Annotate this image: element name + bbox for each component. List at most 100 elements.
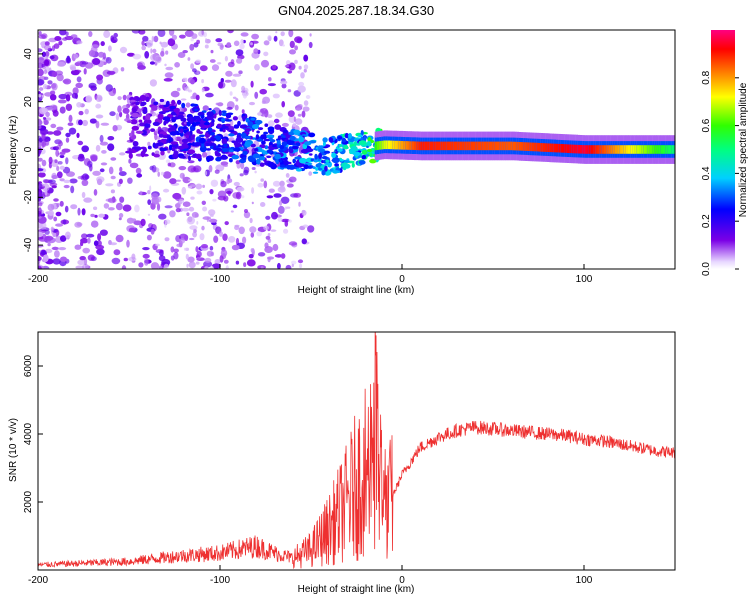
spectrogram-noise-mark <box>248 254 254 259</box>
spectrogram-noise-mark <box>244 209 248 213</box>
spectrogram-ridge-band-mark <box>479 141 482 151</box>
spectrogram-ridge-mark <box>141 129 148 136</box>
spectrogram-noise-mark <box>176 243 183 248</box>
spectrogram-noise-mark <box>168 30 175 36</box>
spectrogram-ridge-band-mark <box>610 145 613 154</box>
spectrogram-noise-mark <box>243 211 251 219</box>
spectrogram-noise-mark <box>95 144 101 152</box>
spectrogram-noise-mark <box>141 45 146 51</box>
spectrogram-noise-mark <box>56 126 64 131</box>
spectrogram-noise-mark <box>147 190 151 195</box>
spectrogram-noise-mark <box>164 223 167 228</box>
spectrogram-noise-mark <box>251 33 259 40</box>
spectrogram-noise-mark <box>54 250 60 258</box>
spectrogram-noise-mark <box>268 77 272 82</box>
spectrogram-noise-mark <box>214 259 221 265</box>
spectrogram-ridge-mark <box>126 120 132 123</box>
spectrogram-noise-mark <box>142 253 150 259</box>
spectrogram-noise-mark <box>232 96 237 100</box>
spectrogram-ridge-mark <box>130 119 138 125</box>
spectrogram-noise-mark <box>189 225 198 230</box>
spectrogram-ridge-band-mark <box>601 145 605 154</box>
spectrogram-ridge-mark <box>339 159 344 162</box>
spectrogram-ridge-mark <box>260 134 268 140</box>
spectrogram-ridge-mark <box>203 122 210 126</box>
spectrogram-ridge-mark <box>168 144 173 151</box>
spectrogram-ridge-mark <box>147 145 152 150</box>
spectrogram-noise-mark <box>156 203 161 211</box>
spectrogram-ridge-band-mark <box>468 141 471 151</box>
spectrogram-noise-mark <box>277 205 285 214</box>
spectrogram-noise-mark <box>225 70 233 77</box>
spectrogram-noise-mark <box>144 51 150 59</box>
spectrogram-ridge-mark <box>175 109 180 115</box>
spectrogram-ridge-band-mark <box>556 143 559 153</box>
spectrogram-ridge-band-mark <box>599 145 603 154</box>
spectrogram-noise-mark <box>128 227 136 233</box>
spectrogram-ridge-band-mark <box>446 141 450 151</box>
spectrogram-noise-mark <box>128 158 132 164</box>
spectrogram-noise-mark <box>256 231 263 237</box>
spectrogram-noise-mark <box>152 48 157 54</box>
spectrogram-noise-mark <box>43 58 51 67</box>
spectrogram-x-ticks: -200 -100 0 100 <box>28 264 593 285</box>
spectrogram-ridge-mark <box>225 119 232 122</box>
spectrogram-noise-mark <box>87 237 91 244</box>
spectrogram-ridge-mark <box>363 135 367 142</box>
spectrogram-ridge-band-mark <box>538 143 541 152</box>
spectrogram-ridge-mark <box>207 127 213 132</box>
spectrogram-noise-mark <box>251 51 260 59</box>
spectrogram-noise-mark <box>38 87 44 91</box>
spectrogram-ridge-band-mark <box>643 145 646 154</box>
spectrogram-ridge-mark <box>165 100 170 107</box>
spectrogram-noise-mark <box>202 184 206 188</box>
snr-y-tick-label: 6000 <box>23 354 34 377</box>
spectrogram-noise-mark <box>224 55 228 62</box>
spectrogram-ridge-mark <box>338 144 343 148</box>
spectrogram-noise-mark <box>42 254 49 262</box>
spectrogram-noise-mark <box>281 83 287 89</box>
spectrogram-noise-mark <box>185 253 189 260</box>
spectrogram-noise-mark <box>146 234 152 241</box>
spectrogram-ridge-mark <box>152 142 156 148</box>
spectrogram-noise-mark <box>62 219 67 225</box>
spectrogram-noise-mark <box>164 72 174 78</box>
spectrogram-ridge-mark <box>133 109 137 112</box>
spectrogram-ridge-band-mark <box>466 141 469 151</box>
spectrogram-ridge-mark <box>304 141 312 146</box>
spectrogram-noise-mark <box>182 201 191 207</box>
spectrogram-noise-mark <box>111 257 121 265</box>
spectrogram-ridge-mark <box>162 116 171 121</box>
spectrogram-ridge-mark <box>138 119 143 123</box>
spectrogram-noise-mark <box>280 80 288 85</box>
spectrogram-noise-mark <box>51 83 57 89</box>
spectrogram-noise-mark <box>98 51 105 58</box>
spectrogram-noise-mark <box>43 83 48 90</box>
spectrogram-ridge-mark <box>137 108 142 114</box>
spectrogram-ridge-mark <box>150 128 156 133</box>
spectrogram-ridge-mark <box>337 136 343 140</box>
spectrogram-ridge-band-mark <box>438 141 441 151</box>
spectrogram-noise-mark <box>169 210 176 218</box>
spectrogram-noise-mark <box>44 188 48 196</box>
spectrogram-ridge-mark <box>324 165 328 172</box>
spectrogram-noise-mark <box>77 259 85 266</box>
spectrogram-ridge-band-mark <box>501 141 504 151</box>
spectrogram-ridge-band-mark <box>525 142 528 151</box>
spectrogram-ridge-mark <box>153 153 160 158</box>
spectrogram-ridge-mark <box>145 114 151 121</box>
spectrogram-ridge-band-mark <box>449 141 452 151</box>
spectrogram-noise-mark <box>38 231 44 238</box>
spectrogram-noise-mark <box>201 30 204 36</box>
spectrogram-ridge-band-mark <box>536 142 539 152</box>
spectrogram-ridge-mark <box>272 144 277 148</box>
spectrogram-noise-mark <box>263 40 270 46</box>
spectrogram-noise-mark <box>141 40 145 46</box>
spectrogram-ridge-mark <box>229 129 235 133</box>
spectrogram-noise-mark <box>288 219 292 223</box>
spectrogram-noise-mark <box>76 132 80 138</box>
spectrogram-ridge-band-mark <box>453 141 456 151</box>
spectrogram-noise-mark <box>260 266 264 269</box>
spectrogram-ridge-band-mark <box>424 141 428 151</box>
spectrogram-ridge-band-mark <box>510 141 513 151</box>
